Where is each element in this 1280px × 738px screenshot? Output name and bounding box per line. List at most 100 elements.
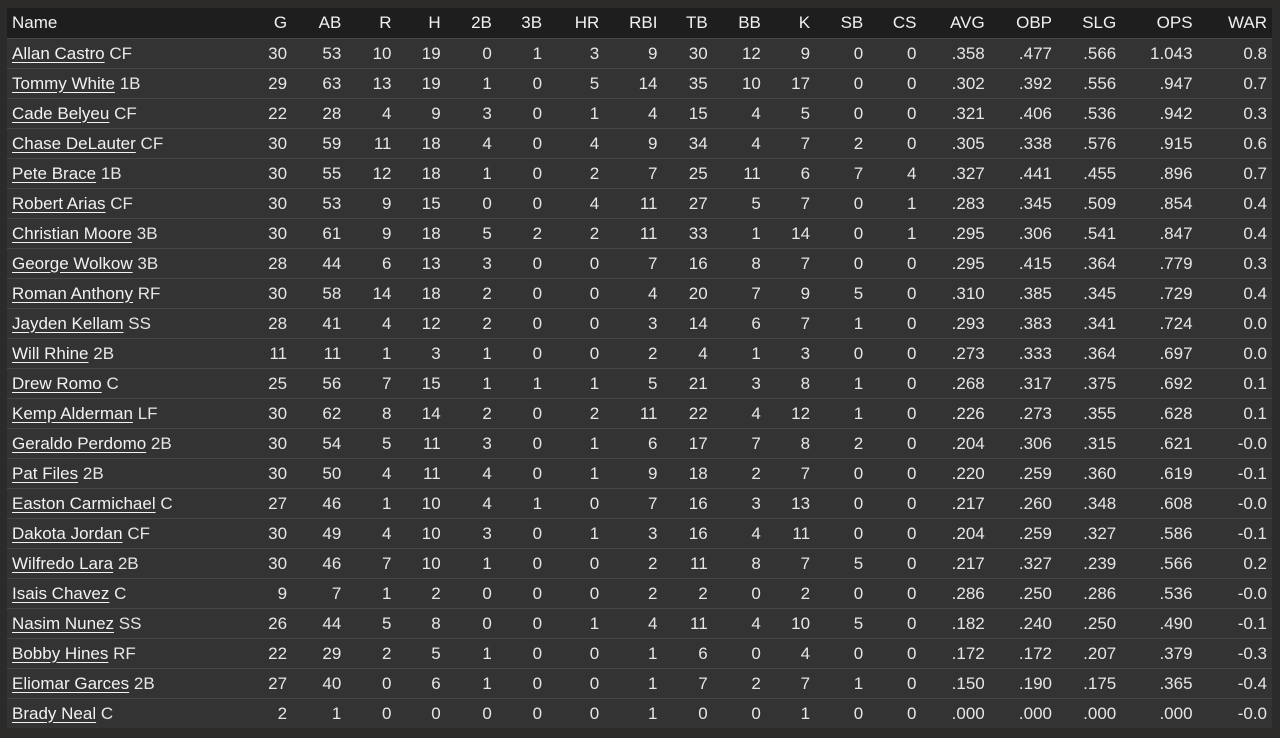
stat-ab: 50 — [287, 458, 342, 489]
stat-sb: 0 — [810, 218, 864, 249]
stat-3b: 0 — [491, 668, 543, 699]
stat-cs: 4 — [863, 158, 917, 189]
player-link[interactable]: Christian Moore — [12, 223, 132, 243]
stat-slg: .348 — [1052, 488, 1117, 519]
stat-ab: 61 — [287, 218, 342, 249]
stat-avg: .327 — [916, 158, 985, 189]
column-header-tb[interactable]: TB — [657, 8, 708, 39]
player-link[interactable]: Drew Romo — [12, 373, 102, 393]
stat-obp: .333 — [984, 338, 1052, 369]
column-header-avg[interactable]: AVG — [916, 8, 985, 39]
column-header-k[interactable]: K — [760, 8, 811, 39]
stat-bb: 2 — [707, 668, 761, 699]
player-link[interactable]: Nasim Nunez — [12, 613, 115, 633]
column-header-h[interactable]: H — [391, 8, 441, 39]
stat-tb: 27 — [657, 188, 708, 219]
player-link[interactable]: Chase DeLauter — [12, 133, 136, 153]
player-link[interactable]: Roman Anthony — [12, 283, 133, 303]
stat-tb: 16 — [657, 488, 708, 519]
stat-obp: .260 — [984, 488, 1052, 519]
table-row: Pete Brace 1B 30 55 12 18 1 0 2 7 25 11 6 7 4.327.441… — [7, 158, 1272, 189]
player-link[interactable]: Tommy White — [12, 73, 115, 93]
stat-war: 0.0 — [1192, 338, 1272, 369]
stat-war: 0.4 — [1192, 218, 1272, 249]
stat-tb: 7 — [657, 668, 708, 699]
column-header-bb[interactable]: BB — [707, 8, 761, 39]
player-link[interactable]: Wilfredo Lara — [12, 553, 114, 573]
player-link[interactable]: Eliomar Garces — [12, 673, 130, 693]
column-header-slg[interactable]: SLG — [1052, 8, 1117, 39]
column-header-war[interactable]: WAR — [1192, 8, 1272, 39]
stat-cs: 0 — [863, 278, 917, 309]
column-header-name[interactable]: Name — [7, 8, 263, 39]
stat-h: 11 — [391, 428, 441, 459]
stat-ab: 53 — [287, 38, 342, 69]
player-link[interactable]: Easton Carmichael — [12, 493, 156, 513]
stat-bb: 4 — [707, 128, 761, 159]
column-header-rbi[interactable]: RBI — [599, 8, 658, 39]
player-link[interactable]: Cade Belyeu — [12, 103, 110, 123]
player-position: SS — [118, 613, 142, 633]
stat-2b: 3 — [440, 248, 492, 279]
stat-3b: 0 — [491, 428, 543, 459]
stat-rbi: 1 — [599, 638, 658, 669]
stat-bb: 10 — [707, 68, 761, 99]
player-link[interactable]: Dakota Jordan — [12, 523, 123, 543]
player-position: 2B — [93, 343, 115, 363]
stat-ops: .000 — [1116, 698, 1193, 728]
stat-g: 29 — [263, 68, 288, 99]
stat-obp: .383 — [984, 308, 1052, 339]
player-link[interactable]: Pat Files — [12, 463, 79, 483]
stat-sb: 1 — [810, 398, 864, 429]
stat-war: 0.4 — [1192, 188, 1272, 219]
stat-obp: .327 — [984, 548, 1052, 579]
stat-cs: 0 — [863, 578, 917, 609]
column-header-ab[interactable]: AB — [287, 8, 342, 39]
player-link[interactable]: Kemp Alderman — [12, 403, 133, 423]
stat-sb: 1 — [810, 308, 864, 339]
column-header-2b[interactable]: 2B — [440, 8, 492, 39]
column-header-hr[interactable]: HR — [542, 8, 600, 39]
table-row: Geraldo Perdomo 2B 30 54 5 11 3 0 1 6 17 7 8 2 0.204.… — [7, 428, 1272, 459]
stat-bb: 8 — [707, 248, 761, 279]
stat-h: 19 — [391, 38, 441, 69]
player-link[interactable]: Pete Brace — [12, 163, 97, 183]
column-header-sb[interactable]: SB — [810, 8, 864, 39]
player-link[interactable]: Bobby Hines — [12, 643, 109, 663]
stat-ops: .915 — [1116, 128, 1193, 159]
column-header-3b[interactable]: 3B — [491, 8, 543, 39]
stat-hr: 1 — [542, 518, 600, 549]
player-link[interactable]: Robert Arias — [12, 193, 106, 213]
stat-ops: .854 — [1116, 188, 1193, 219]
name-cell: Brady Neal C — [7, 698, 263, 728]
table-row: Nasim Nunez SS 26 44 5 8 0 0 1 4 11 4 10 5 0.182.240.… — [7, 608, 1272, 639]
stat-hr: 1 — [542, 608, 600, 639]
stat-r: 1 — [341, 578, 392, 609]
table-row: Cade Belyeu CF 22 28 4 9 3 0 1 4 15 4 5 0 0.321.406.5… — [7, 98, 1272, 129]
player-link[interactable]: Brady Neal — [12, 703, 97, 723]
column-header-cs[interactable]: CS — [863, 8, 917, 39]
stat-r: 0 — [341, 668, 392, 699]
column-header-obp[interactable]: OBP — [984, 8, 1052, 39]
player-link[interactable]: Geraldo Perdomo — [12, 433, 147, 453]
stat-g: 27 — [263, 668, 288, 699]
stat-slg: .360 — [1052, 458, 1117, 489]
stat-obp: .385 — [984, 278, 1052, 309]
stat-war: 0.2 — [1192, 548, 1272, 579]
player-link[interactable]: Jayden Kellam — [12, 313, 124, 333]
stat-cs: 0 — [863, 698, 917, 728]
player-link[interactable]: Will Rhine — [12, 343, 89, 363]
stat-sb: 5 — [810, 608, 864, 639]
player-link[interactable]: Isais Chavez — [12, 583, 110, 603]
player-stats-table: Name G AB R H 2B 3B HR RBI TB BB K SB CS AVG OBP SLG OPS W… — [7, 8, 1272, 728]
column-header-r[interactable]: R — [341, 8, 392, 39]
stat-g: 30 — [263, 518, 288, 549]
stat-slg: .286 — [1052, 578, 1117, 609]
column-header-g[interactable]: G — [263, 8, 288, 39]
player-link[interactable]: George Wolkow — [12, 253, 133, 273]
player-link[interactable]: Allan Castro — [12, 43, 105, 63]
stat-g: 27 — [263, 488, 288, 519]
stat-tb: 14 — [657, 308, 708, 339]
column-header-ops[interactable]: OPS — [1116, 8, 1193, 39]
stat-g: 30 — [263, 218, 288, 249]
